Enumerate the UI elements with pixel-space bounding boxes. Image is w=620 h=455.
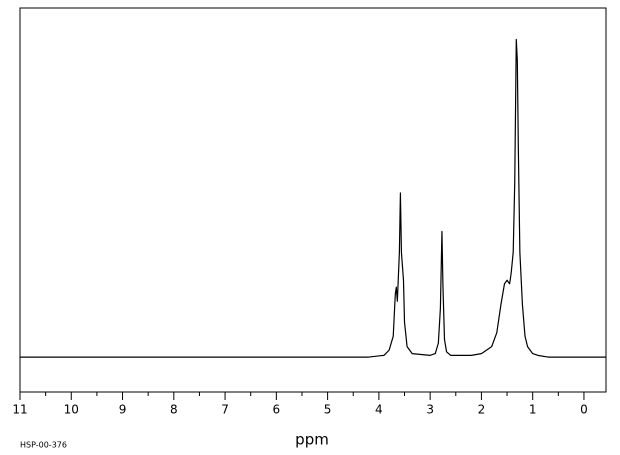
x-tick-label: 1 bbox=[529, 403, 537, 417]
x-tick-label: 6 bbox=[273, 403, 281, 417]
x-tick-label: 11 bbox=[12, 403, 27, 417]
x-tick-label: 3 bbox=[426, 403, 434, 417]
x-tick-label: 0 bbox=[580, 403, 588, 417]
x-tick-label: 5 bbox=[324, 403, 332, 417]
spectrum-line bbox=[20, 38, 606, 358]
x-tick-label: 2 bbox=[478, 403, 486, 417]
x-tick-label: 8 bbox=[170, 403, 178, 417]
x-tick-label: 4 bbox=[375, 403, 383, 417]
x-tick-label: 9 bbox=[119, 403, 127, 417]
x-tick-label: 10 bbox=[64, 403, 79, 417]
plot-frame bbox=[19, 7, 607, 393]
x-tick-label: 7 bbox=[221, 403, 229, 417]
x-axis-title: ppm bbox=[295, 431, 329, 449]
spectrum-code: HSP-00-376 bbox=[20, 441, 67, 450]
